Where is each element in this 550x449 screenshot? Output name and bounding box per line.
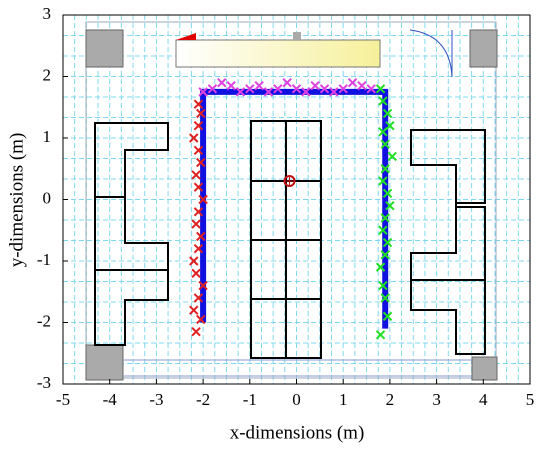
x-tick-label: -1: [243, 390, 257, 409]
point: [191, 268, 201, 279]
point: [387, 151, 397, 162]
point: [347, 77, 358, 88]
point: [375, 84, 386, 94]
point: [207, 84, 218, 94]
point: [217, 77, 227, 88]
point: [310, 81, 320, 91]
desk: [410, 129, 486, 355]
point: [380, 250, 390, 260]
point: [378, 96, 388, 106]
point: [193, 182, 204, 192]
point: [329, 87, 339, 97]
x-tick-label: -4: [103, 390, 118, 409]
point: [189, 256, 199, 266]
y-tick-label: 2: [43, 65, 52, 84]
point: [263, 87, 274, 97]
x-tick-label: -3: [149, 390, 163, 409]
y-tick-label: -2: [37, 311, 51, 330]
point: [196, 231, 206, 242]
x-tick-label: 5: [526, 390, 535, 409]
marks: [189, 77, 397, 340]
point: [382, 237, 393, 248]
y-tick-label: 3: [43, 4, 52, 23]
point: [378, 176, 388, 186]
point-cross: [284, 176, 295, 187]
y-tick-label: 0: [43, 188, 52, 207]
point: [357, 81, 367, 91]
point: [291, 84, 302, 94]
x-axis-label: x-dimensions (m): [230, 422, 365, 443]
point: [378, 280, 388, 291]
point: [189, 305, 199, 315]
point: [319, 84, 330, 94]
pillar: [471, 356, 498, 381]
y-tick-label: 1: [43, 127, 52, 146]
point: [378, 225, 388, 235]
pillar: [85, 29, 124, 68]
door-arc: [409, 29, 453, 78]
point: [198, 194, 208, 205]
floor-plan: [85, 21, 498, 381]
point: [191, 219, 201, 229]
point: [378, 127, 388, 137]
pillar: [293, 32, 301, 40]
point: [382, 311, 393, 322]
point: [193, 207, 204, 217]
point: [282, 77, 292, 88]
point: [382, 188, 393, 199]
x-tick-label: 2: [386, 390, 395, 409]
point: [226, 81, 236, 91]
point: [375, 330, 386, 340]
point: [191, 327, 201, 337]
point: [254, 81, 264, 91]
x-tick-label: 3: [432, 390, 441, 409]
pillar: [469, 29, 498, 68]
point: [193, 293, 204, 303]
x-tick-label: 0: [292, 390, 301, 409]
point: [375, 262, 386, 272]
x-tick-label: 1: [339, 390, 348, 409]
point: [380, 293, 390, 303]
point: [189, 133, 199, 143]
pillar: [85, 344, 124, 381]
point: [196, 157, 206, 168]
point: [198, 280, 208, 291]
point: [193, 120, 204, 131]
x-tick-label: -5: [56, 390, 70, 409]
point: [191, 170, 201, 180]
point: [193, 99, 204, 109]
y-tick-label: -3: [37, 373, 51, 392]
door-mark: [176, 33, 196, 40]
y-tick-label: -1: [37, 250, 51, 269]
point: [366, 84, 376, 94]
y-axis-label: y-dimensions (m): [6, 133, 27, 268]
table: [175, 39, 381, 68]
point: [301, 87, 311, 97]
point: [193, 243, 204, 254]
point: [385, 200, 395, 211]
x-tick-label: 4: [479, 390, 488, 409]
point: [380, 213, 390, 223]
point: [382, 108, 393, 119]
point: [196, 314, 206, 325]
point: [380, 139, 390, 149]
point: [196, 108, 206, 119]
point: [338, 84, 348, 94]
point: [193, 145, 204, 156]
point: [380, 164, 390, 174]
point: [235, 87, 246, 97]
desk: [94, 122, 169, 346]
point: [198, 87, 208, 97]
point: [245, 84, 255, 94]
x-tick-label: -2: [196, 390, 210, 409]
room-wall: [85, 21, 497, 379]
point: [273, 84, 283, 94]
